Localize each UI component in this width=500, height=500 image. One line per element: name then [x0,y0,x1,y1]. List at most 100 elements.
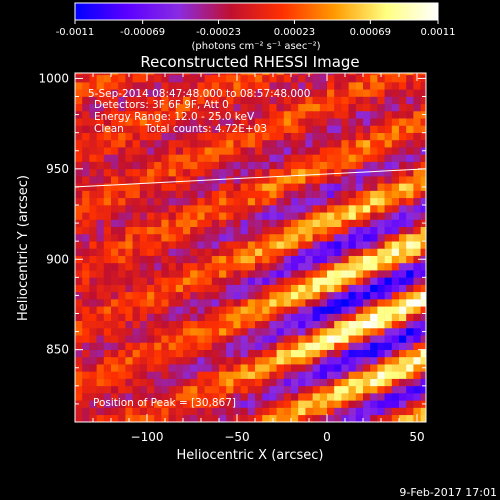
heatmap-cell [175,190,184,199]
heatmap-cell [190,364,198,372]
heatmap-cell [291,205,299,213]
heatmap-cell [183,161,191,170]
heatmap-cell [197,349,205,358]
heatmap-cell [247,96,256,105]
heatmap-cell [370,110,378,119]
heatmap-cell [428,350,436,358]
heatmap-cell [154,407,162,416]
heatmap-cell [420,168,426,177]
heatmap-cell [348,132,357,141]
heatmap-cell [363,219,371,227]
heatmap-cell [348,255,357,264]
heatmap-cell [211,82,220,90]
heatmap-cell [312,183,321,191]
heatmap-cell [291,190,299,199]
heatmap-cell [334,233,342,242]
heatmap-cell [319,118,328,126]
heatmap-cell [377,147,385,155]
x-tick-label: −100 [131,430,164,444]
heatmap-cell [154,255,162,264]
heatmap-cell [327,356,335,365]
heatmap-cell [75,335,83,343]
heatmap-cell [305,277,313,285]
heatmap-cell [355,393,364,401]
heatmap-cell [269,241,277,249]
heatmap-cell [255,255,263,264]
heatmap-cell [334,291,342,300]
heatmap-cell [413,299,421,307]
heatmap-cell [204,125,213,133]
heatmap-cell [219,183,227,191]
heatmap-cell [175,226,184,235]
heatmap-cell [255,118,263,126]
heatmap-cell [406,400,414,408]
heatmap-cell [377,327,385,336]
heatmap-cell [262,205,270,213]
heatmap-cell [118,335,126,343]
heatmap-cell [312,320,321,329]
heatmap-cell [183,313,191,322]
heatmap-cell [341,393,349,401]
heatmap-cell [161,197,169,206]
heatmap-cell [118,96,126,105]
heatmap-cell [204,284,213,293]
heatmap-cell [413,205,421,213]
heatmap-cell [283,400,292,408]
heatmap-cell [319,226,328,235]
chart-title: Reconstructed RHESSI Image [140,53,359,71]
heatmap-cell [154,414,162,422]
heatmap-cell [197,89,205,97]
heatmap-cell [204,197,213,206]
heatmap-cell [428,140,436,148]
heatmap-cell [276,110,285,119]
heatmap-cell [319,183,328,191]
heatmap-cell [82,118,90,126]
heatmap-cell [197,212,205,220]
heatmap-cell [384,219,393,227]
heatmap-cell [341,197,349,206]
heatmap-cell [96,205,105,213]
heatmap-cell [370,226,378,235]
heatmap-cell [204,103,213,112]
heatmap-cell [262,168,270,177]
heatmap-cell [204,371,213,379]
heatmap-cell [262,385,270,394]
heatmap-cell [168,356,177,365]
heatmap-cell [348,371,357,379]
heatmap-cell [168,147,177,155]
heatmap-cell [363,110,371,119]
heatmap-cell [305,255,313,264]
heatmap-cell [132,342,141,350]
heatmap-cell [111,139,119,148]
heatmap-cell [226,299,234,307]
heatmap-cell [428,183,436,191]
heatmap-cell [283,393,292,401]
heatmap-cell [255,176,263,184]
heatmap-cell [247,233,256,242]
heatmap-cell [255,183,263,191]
heatmap-cell [370,248,378,256]
heatmap-cell [154,226,162,235]
heatmap-cell [125,233,133,242]
heatmap-cell [154,219,162,227]
heatmap-cell [319,414,328,422]
heatmap-cell [197,154,205,162]
heatmap-cell [428,212,436,220]
heatmap-cell [406,241,414,249]
heatmap-cell [190,270,198,278]
heatmap-cell [118,110,126,119]
heatmap-cell [103,183,112,191]
heatmap-cell [247,161,256,170]
heatmap-cell [298,132,306,141]
heatmap-cell [319,407,328,416]
heatmap-cell [399,277,407,285]
heatmap-cell [89,291,97,300]
heatmap-cell [103,103,112,112]
heatmap-cell [204,183,213,191]
heatmap-cell [125,342,133,350]
heatmap-cell [168,393,177,401]
heatmap-cell [413,385,421,394]
heatmap-cell [168,197,177,206]
heatmap-cell [190,233,198,242]
heatmap-cell [175,125,184,133]
